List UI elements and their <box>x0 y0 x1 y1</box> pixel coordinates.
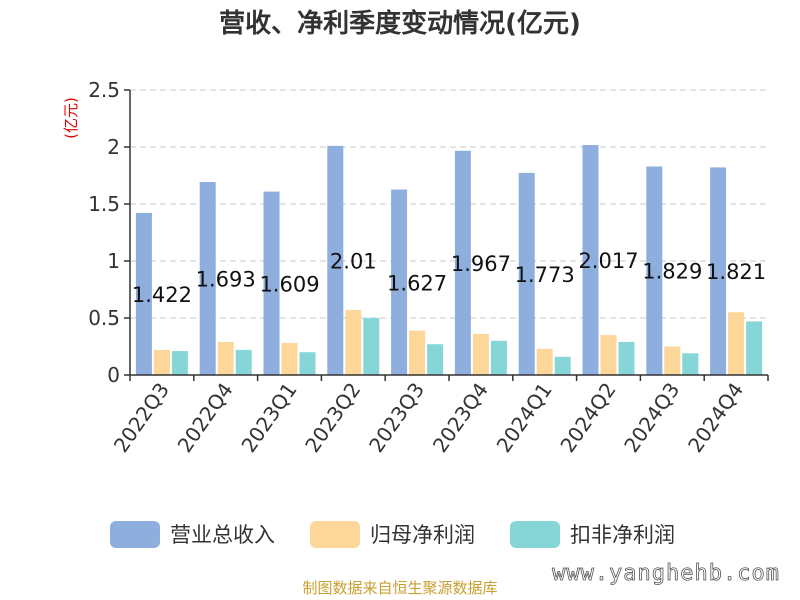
data-label: 1.829 <box>642 260 702 284</box>
bar-1[interactable] <box>391 189 408 375</box>
x-tick-label: 2023Q4 <box>428 378 493 457</box>
legend-item[interactable]: 扣非净利润 <box>510 521 675 548</box>
bars <box>135 145 763 376</box>
y-tick-label: 2 <box>107 135 120 159</box>
legend-item[interactable]: 营业总收入 <box>110 521 275 548</box>
legend-label[interactable]: 营业总收入 <box>170 523 275 547</box>
x-tick-label: 2024Q3 <box>619 378 684 457</box>
chart-title: 营收、净利季度变动情况(亿元) <box>219 8 581 39</box>
legend-swatch[interactable] <box>510 521 560 548</box>
data-label: 1.609 <box>259 272 319 296</box>
watermark: www.yanghehb.com <box>552 561 780 586</box>
y-tick-label: 0.5 <box>88 306 120 330</box>
data-label: 1.422 <box>132 283 192 307</box>
x-tick-label: 2023Q3 <box>364 378 429 457</box>
data-label: 2.017 <box>578 249 638 273</box>
bar-2[interactable] <box>281 343 298 375</box>
data-label: 2.01 <box>330 249 377 273</box>
legend-swatch[interactable] <box>110 521 160 548</box>
bar-2[interactable] <box>409 330 426 375</box>
bar-3[interactable] <box>746 321 763 375</box>
x-tick-label: 2023Q1 <box>236 378 301 457</box>
y-axis-unit: (亿元) <box>62 97 80 139</box>
bar-1[interactable] <box>646 166 663 375</box>
y-tick-label: 2.5 <box>88 78 120 102</box>
data-label: 1.821 <box>706 260 766 284</box>
bar-2[interactable] <box>728 312 745 375</box>
x-tick-label: 2024Q4 <box>683 378 748 457</box>
legend-swatch[interactable] <box>310 521 360 548</box>
bar-3[interactable] <box>682 353 699 375</box>
x-tick-label: 2023Q2 <box>300 378 365 457</box>
bar-1[interactable] <box>135 212 152 375</box>
y-tick-label: 0 <box>107 363 120 387</box>
bar-1[interactable] <box>454 150 471 375</box>
bar-1[interactable] <box>327 145 344 375</box>
bar-3[interactable] <box>171 351 188 375</box>
bar-3[interactable] <box>618 341 635 375</box>
data-label: 1.693 <box>196 267 256 291</box>
bar-2[interactable] <box>600 335 617 375</box>
bar-3[interactable] <box>363 318 380 375</box>
bar-3[interactable] <box>427 344 444 375</box>
bar-3[interactable] <box>490 340 507 375</box>
bar-2[interactable] <box>153 349 170 375</box>
bar-2[interactable] <box>536 348 553 375</box>
legend[interactable]: 营业总收入 归母净利润 扣非净利润 <box>110 521 675 548</box>
bar-1[interactable] <box>710 167 727 375</box>
bar-3[interactable] <box>299 352 316 375</box>
legend-item[interactable]: 归母净利润 <box>310 521 475 548</box>
bar-1[interactable] <box>263 191 280 375</box>
x-tick-label: 2024Q2 <box>555 378 620 457</box>
data-label: 1.967 <box>451 252 511 276</box>
bar-3[interactable] <box>235 349 252 375</box>
bar-2[interactable] <box>664 346 681 376</box>
y-tick-label: 1 <box>107 249 120 273</box>
x-tick-label: 2022Q3 <box>109 378 174 457</box>
bar-1[interactable] <box>582 145 599 375</box>
bar-2[interactable] <box>472 333 489 375</box>
x-tick-label: 2024Q1 <box>492 378 557 457</box>
bar-2[interactable] <box>217 341 234 375</box>
bar-3[interactable] <box>554 356 571 375</box>
bar-2[interactable] <box>345 310 362 375</box>
bar-1[interactable] <box>199 181 216 375</box>
bar-1[interactable] <box>518 172 535 375</box>
data-label: 1.773 <box>515 263 575 287</box>
legend-label[interactable]: 归母净利润 <box>370 523 475 547</box>
y-tick-label: 1.5 <box>88 192 120 216</box>
footer-source: 制图数据来自恒生聚源数据库 <box>302 579 497 597</box>
legend-label[interactable]: 扣非净利润 <box>570 523 675 547</box>
x-tick-label: 2022Q4 <box>173 378 238 457</box>
data-label: 1.627 <box>387 271 447 295</box>
